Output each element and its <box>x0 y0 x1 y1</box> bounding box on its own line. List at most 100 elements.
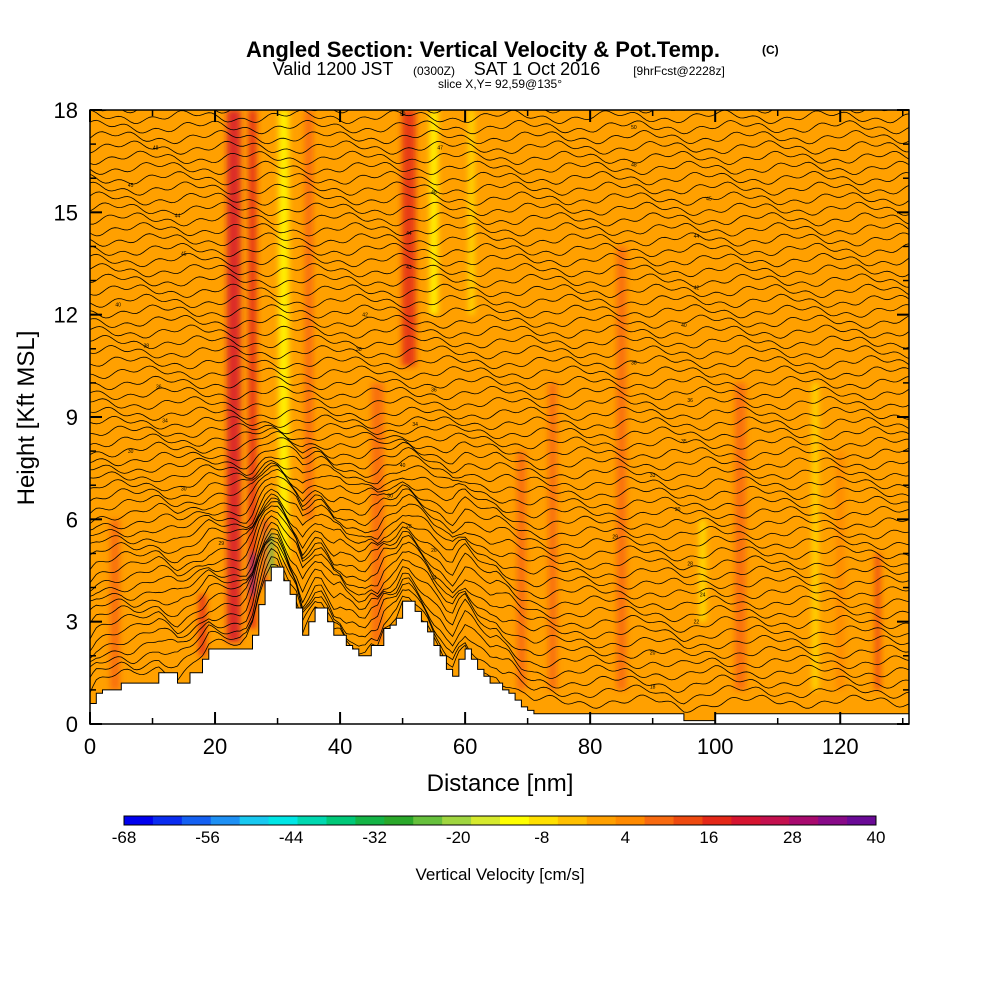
colorbar-swatch <box>586 816 617 825</box>
contour-label: 36 <box>156 384 162 390</box>
velocity-feature <box>734 382 746 690</box>
contour-label: 22 <box>694 620 700 626</box>
colorbar-swatch <box>818 816 848 825</box>
colorbar-swatch <box>297 816 327 825</box>
theta-contour-line <box>90 140 909 155</box>
contour-label: 26 <box>431 548 437 554</box>
contour-label: 38 <box>143 343 149 349</box>
contour-label: 48 <box>631 163 637 169</box>
title-valid-c: SAT 1 Oct 2016 <box>474 59 600 79</box>
colorbar-swatch <box>615 816 646 825</box>
theta-contour-line <box>90 427 909 451</box>
contour-label: 36 <box>687 398 693 404</box>
colorbar-swatch <box>413 816 443 825</box>
theta-contour-line <box>90 304 909 319</box>
contour-label: 47 <box>437 146 443 152</box>
theta-contour-line <box>90 110 909 125</box>
y-axis-label: Height [Kft MSL] <box>13 331 40 506</box>
theta-contour-line <box>90 160 909 176</box>
theta-contour-line <box>90 521 909 633</box>
colorbar-swatch <box>181 816 212 825</box>
colorbar-swatch <box>500 816 530 825</box>
theta-contour-line <box>90 515 909 623</box>
title-valid-a: Valid 1200 JST <box>273 59 394 79</box>
colorbar-swatch <box>442 816 472 825</box>
theta-contour-line <box>90 252 909 268</box>
contour-label: 34 <box>162 418 168 424</box>
theta-contour-line <box>90 497 909 580</box>
x-tick-label: 80 <box>578 734 602 759</box>
title-slice: slice X,Y= 92,59@135° <box>438 77 562 91</box>
theta-contour-line <box>90 324 909 339</box>
theta-contour-line <box>90 501 909 590</box>
theta-contour-line <box>90 462 909 511</box>
contour-label: 35 <box>681 439 687 445</box>
velocity-feature <box>304 110 314 520</box>
theta-contour-line <box>90 283 909 299</box>
theta-contour-line <box>90 468 909 530</box>
theta-contour-line <box>90 334 909 350</box>
theta-contour-line <box>90 536 909 659</box>
y-tick-label: 3 <box>66 610 78 635</box>
theta-contour-line <box>90 459 909 501</box>
velocity-feature <box>198 594 207 656</box>
velocity-feature <box>110 519 121 690</box>
colorbar-tick-label: -44 <box>279 828 304 847</box>
title-valid-d: [9hrFcst@2228z] <box>633 64 725 78</box>
colorbar-swatch <box>152 816 183 825</box>
contour-label: 45 <box>706 197 712 203</box>
contour-label: 30 <box>128 449 134 455</box>
contour-label: 45 <box>128 183 134 189</box>
contour-label: 24 <box>431 575 437 581</box>
theta-contour-line <box>90 509 909 611</box>
theta-contour-line <box>90 406 909 421</box>
plot-area: 48 45 44 45 40 38 36 34 30 30 29 50 47 46 44 43 42 38 36 34… <box>90 110 909 724</box>
colorbar-swatch <box>268 816 299 825</box>
contour-label: 45 <box>181 251 187 257</box>
contour-label: 28 <box>406 524 412 530</box>
colorbar-swatch <box>760 816 790 825</box>
x-tick-label: 20 <box>203 734 227 759</box>
title-main: Angled Section: Vertical Velocity & Pot.… <box>246 37 720 62</box>
theta-contour-line <box>90 493 909 571</box>
colorbar: -68 -56 -44 -32 -20 -8 4 16 28 40 <box>112 815 886 847</box>
y-tick-label: 12 <box>54 303 78 328</box>
contour-label: 43 <box>406 265 412 271</box>
theta-contour-line <box>90 475 909 541</box>
colorbar-tick-label: -32 <box>362 828 387 847</box>
contour-label: 20 <box>650 650 656 656</box>
colorbar-swatch <box>355 816 385 825</box>
colorbar-swatch <box>210 816 241 825</box>
theta-contour-line <box>90 314 909 329</box>
theta-contour-line <box>90 212 909 227</box>
colorbar-swatch <box>528 816 559 825</box>
theta-contour-line <box>90 483 909 552</box>
contour-label: 42 <box>362 313 368 319</box>
y-tick-label: 9 <box>66 405 78 430</box>
theta-contour-line <box>90 201 909 217</box>
theta-contour-line <box>90 293 909 309</box>
colorbar-tick-label: -20 <box>446 828 471 847</box>
y-tick-label: 6 <box>66 507 78 532</box>
contour-label: 18 <box>650 684 656 690</box>
x-tick-label: 100 <box>697 734 734 759</box>
contour-label: 40 <box>681 323 687 329</box>
theta-contour-line <box>90 232 909 247</box>
contour-label: 29 <box>612 534 618 540</box>
velocity-feature <box>278 110 289 561</box>
theta-contour-line <box>90 430 909 461</box>
colorbar-tick-label: 4 <box>621 828 630 847</box>
theta-contour-line <box>90 119 909 135</box>
velocity-feature <box>429 110 438 315</box>
colorbar-swatch <box>239 816 270 825</box>
colorbar-swatch <box>702 816 732 825</box>
contour-label: 40 <box>115 302 121 308</box>
theta-contour-line <box>90 528 909 643</box>
contour-label: 44 <box>406 231 412 237</box>
colorbar-swatch <box>847 816 877 825</box>
colorbar-tick-label: 16 <box>699 828 718 847</box>
theta-contour-line <box>90 130 909 145</box>
colorbar-tick-label: 40 <box>867 828 886 847</box>
theta-contour-line <box>90 273 909 288</box>
